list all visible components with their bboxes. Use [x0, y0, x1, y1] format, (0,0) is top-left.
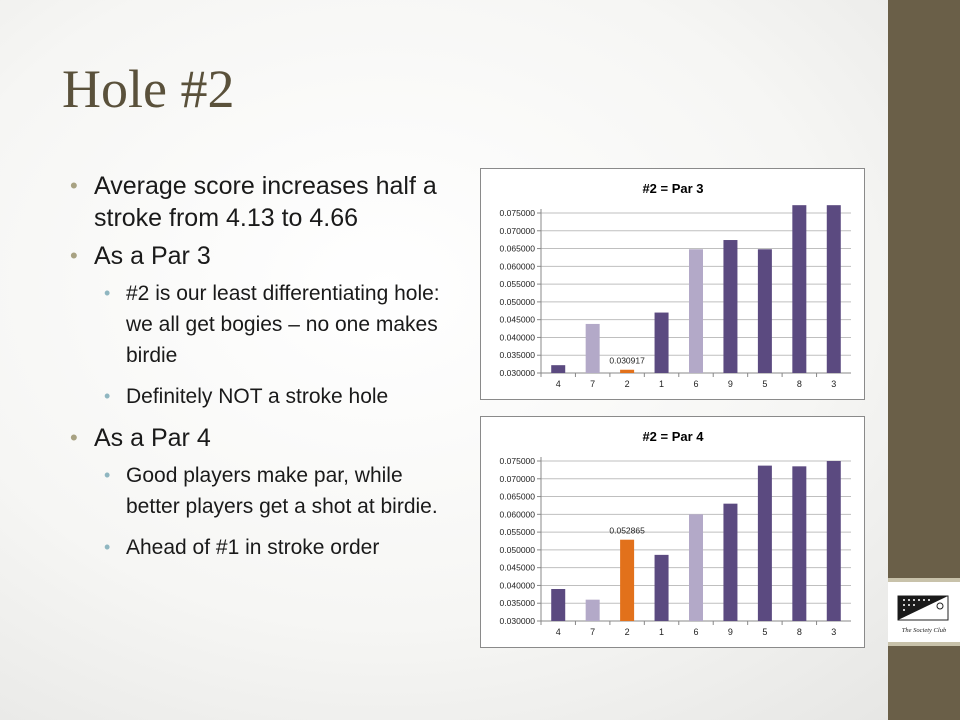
y-tick-label: 0.070000: [500, 226, 536, 236]
bullet-par-4: As a Par 4: [70, 422, 460, 454]
sub-bullet-not-stroke-hole: Definitely NOT a stroke hole: [100, 381, 460, 412]
y-tick-label: 0.055000: [500, 527, 536, 537]
y-tick-label: 0.060000: [500, 509, 536, 519]
x-tick-label: 6: [693, 627, 698, 637]
bar-hole-6: [689, 514, 703, 621]
chart-title: #2 = Par 4: [642, 429, 704, 444]
x-tick-label: 2: [625, 627, 630, 637]
y-tick-label: 0.060000: [500, 261, 536, 271]
y-tick-label: 0.030000: [500, 616, 536, 626]
data-label: 0.052865: [609, 526, 645, 536]
x-tick-label: 9: [728, 627, 733, 637]
bar-hole-5: [757, 465, 772, 621]
x-tick-label: 9: [728, 379, 733, 389]
x-tick-label: 3: [831, 627, 836, 637]
x-tick-label: 4: [556, 627, 561, 637]
x-tick-label: 3: [831, 379, 836, 389]
bar-hole-6: [689, 249, 703, 373]
bar-hole-9: [723, 240, 738, 373]
logo-caption: The Society Club: [902, 627, 947, 634]
bar-hole-2: [620, 369, 635, 373]
x-tick-label: 8: [797, 379, 802, 389]
x-tick-label: 1: [659, 627, 664, 637]
sub-bullet-least-differentiating: #2 is our least differentiating hole: we…: [100, 278, 460, 371]
sub-bullet-stroke-order: Ahead of #1 in stroke order: [100, 532, 460, 563]
bar-hole-8: [792, 205, 807, 373]
y-tick-label: 0.065000: [500, 244, 536, 254]
bar-hole-7: [585, 599, 600, 621]
y-tick-label: 0.070000: [500, 474, 536, 484]
y-tick-label: 0.055000: [500, 279, 536, 289]
y-tick-label: 0.030000: [500, 368, 536, 378]
bar-hole-8: [792, 466, 807, 621]
x-tick-label: 8: [797, 627, 802, 637]
chart-par-4-svg: #2 = Par 4 0.030000 0.035000 0.040000 0.0450…: [500, 429, 851, 637]
x-tick-label: 1: [659, 379, 664, 389]
bullet-list: Average score increases half a stroke fr…: [70, 170, 460, 573]
bar-hole-7: [585, 323, 600, 373]
y-tick-label: 0.075000: [500, 456, 536, 466]
y-tick-label: 0.065000: [500, 492, 536, 502]
x-tick-label: 6: [693, 379, 698, 389]
chart-par-4: #2 = Par 4 0.030000 0.035000 0.040000 0.0450…: [480, 416, 865, 648]
bar-hole-3: [826, 205, 841, 373]
x-tick-label: 4: [556, 379, 561, 389]
bar-hole-9: [723, 503, 738, 621]
x-tick-label: 5: [762, 379, 767, 389]
sub-bullet-good-players: Good players make par, while better play…: [100, 460, 460, 522]
data-label: 0.030917: [609, 356, 645, 366]
y-tick-label: 0.050000: [500, 545, 536, 555]
bar-hole-3: [826, 461, 841, 621]
y-tick-label: 0.045000: [500, 563, 536, 573]
y-tick-label: 0.040000: [500, 580, 536, 590]
chart-par-3-svg: #2 = Par 3 0.030000 0.035000 0.040000 0.0450…: [500, 181, 851, 389]
slide-title: Hole #2: [62, 59, 235, 119]
y-tick-label: 0.075000: [500, 208, 536, 218]
club-logo-icon: The Society Club: [897, 595, 949, 634]
bar-hole-1: [654, 554, 669, 621]
x-tick-label: 7: [590, 627, 595, 637]
bar-hole-2: [620, 539, 635, 621]
x-tick-label: 2: [625, 379, 630, 389]
y-tick-label: 0.035000: [500, 598, 536, 608]
y-tick-label: 0.040000: [500, 332, 536, 342]
bar-hole-4: [551, 589, 566, 621]
bullet-par-3: As a Par 3: [70, 240, 460, 272]
y-tick-label: 0.035000: [500, 350, 536, 360]
x-tick-label: 7: [590, 379, 595, 389]
chart-par-3: #2 = Par 3 0.030000 0.035000 0.040000 0.0450…: [480, 168, 865, 400]
bullet-average-score: Average score increases half a stroke fr…: [70, 170, 460, 234]
y-tick-label: 0.045000: [500, 315, 536, 325]
bar-hole-5: [757, 249, 772, 373]
x-tick-label: 5: [762, 627, 767, 637]
club-logo: The Society Club: [888, 578, 960, 646]
bar-hole-4: [551, 365, 566, 373]
bar-hole-1: [654, 312, 669, 373]
y-tick-label: 0.050000: [500, 297, 536, 307]
chart-title: #2 = Par 3: [642, 181, 703, 196]
